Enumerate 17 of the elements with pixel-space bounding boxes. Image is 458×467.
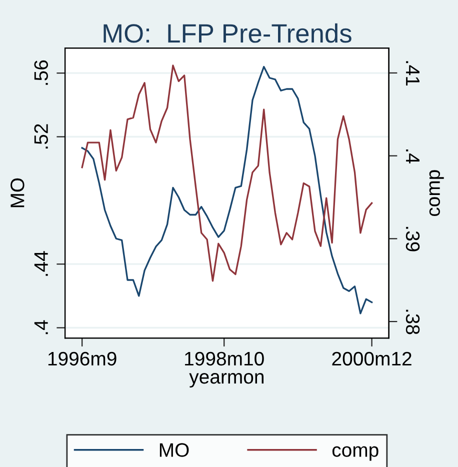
y2-tick-label: .41: [406, 61, 420, 86]
chart-title: MO: LFP Pre-Trends: [104, 23, 352, 43]
y-tick-label: .52: [34, 124, 48, 148]
y2-tick-label: .4: [406, 149, 420, 164]
y-tick-label: .44: [34, 251, 48, 276]
y2-tick-label: .38: [406, 310, 420, 334]
y2-axis-title: comp: [429, 170, 444, 216]
y-axis-title: MO: [10, 178, 24, 208]
x-tick-label: 1998m10: [185, 352, 264, 366]
x-axis-title: yearmon: [189, 373, 264, 388]
y-tick-label: .4: [34, 320, 48, 334]
legend-label: MO: [160, 443, 189, 457]
x-tick-label: 2000m12: [332, 352, 412, 366]
y-tick-label: .56: [34, 60, 48, 85]
x-tick-label: 1996m9: [48, 352, 116, 366]
y2-tick-label: .39: [406, 226, 420, 252]
legend-label: comp: [332, 446, 378, 461]
